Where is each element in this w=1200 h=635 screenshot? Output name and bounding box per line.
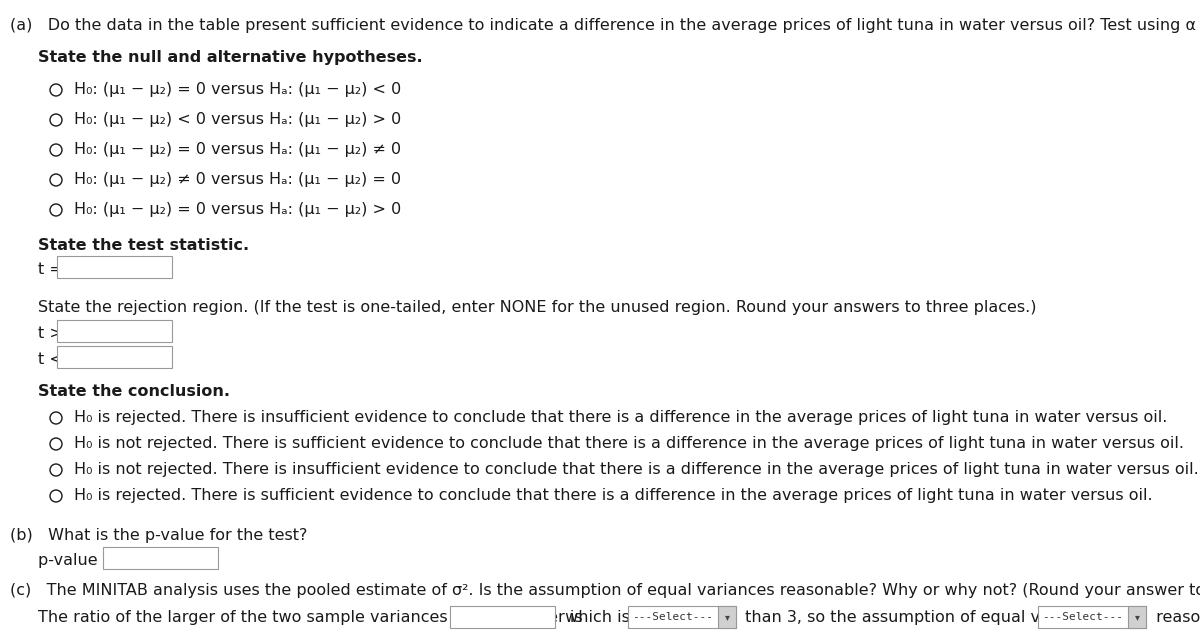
Text: State the conclusion.: State the conclusion. <box>38 384 230 399</box>
Text: The ratio of the larger of the two sample variances to the smaller is: The ratio of the larger of the two sampl… <box>38 610 583 625</box>
Bar <box>58 256 172 278</box>
Text: H₀: (μ₁ − μ₂) = 0 versus Hₐ: (μ₁ − μ₂) > 0: H₀: (μ₁ − μ₂) = 0 versus Hₐ: (μ₁ − μ₂) >… <box>74 202 401 217</box>
Bar <box>718 606 736 628</box>
Bar <box>103 547 218 569</box>
Text: ▾: ▾ <box>1134 612 1140 622</box>
Bar <box>628 606 736 628</box>
Bar <box>1128 606 1146 628</box>
Text: (a)   Do the data in the table present sufficient evidence to indicate a differe: (a) Do the data in the table present suf… <box>10 18 1200 33</box>
Text: H₀: (μ₁ − μ₂) = 0 versus Hₐ: (μ₁ − μ₂) ≠ 0: H₀: (μ₁ − μ₂) = 0 versus Hₐ: (μ₁ − μ₂) ≠… <box>74 142 401 157</box>
Text: t >: t > <box>38 326 68 341</box>
Text: ---Select---: ---Select--- <box>632 612 713 622</box>
Bar <box>450 606 554 628</box>
Text: H₀ is rejected. There is insufficient evidence to conclude that there is a diffe: H₀ is rejected. There is insufficient ev… <box>74 410 1168 425</box>
Text: ---Select---: ---Select--- <box>1042 612 1123 622</box>
Text: State the rejection region. (If the test is one-tailed, enter NONE for the unuse: State the rejection region. (If the test… <box>38 300 1037 315</box>
Text: which is: which is <box>560 610 630 625</box>
Bar <box>58 320 172 342</box>
Text: (b)   What is the p-value for the test?: (b) What is the p-value for the test? <box>10 528 307 543</box>
Text: State the test statistic.: State the test statistic. <box>38 238 250 253</box>
Text: H₀ is not rejected. There is insufficient evidence to conclude that there is a d: H₀ is not rejected. There is insufficien… <box>74 462 1199 477</box>
Text: t <: t < <box>38 352 68 367</box>
Text: t =: t = <box>38 262 68 277</box>
Bar <box>58 346 172 368</box>
Text: H₀: (μ₁ − μ₂) < 0 versus Hₐ: (μ₁ − μ₂) > 0: H₀: (μ₁ − μ₂) < 0 versus Hₐ: (μ₁ − μ₂) >… <box>74 112 401 127</box>
Text: than 3, so the assumption of equal variances: than 3, so the assumption of equal varia… <box>740 610 1108 625</box>
Text: p-value =: p-value = <box>38 553 121 568</box>
Text: H₀ is rejected. There is sufficient evidence to conclude that there is a differe: H₀ is rejected. There is sufficient evid… <box>74 488 1153 503</box>
Text: H₀: (μ₁ − μ₂) ≠ 0 versus Hₐ: (μ₁ − μ₂) = 0: H₀: (μ₁ − μ₂) ≠ 0 versus Hₐ: (μ₁ − μ₂) =… <box>74 172 401 187</box>
Text: State the null and alternative hypotheses.: State the null and alternative hypothese… <box>38 50 422 65</box>
Text: H₀: (μ₁ − μ₂) = 0 versus Hₐ: (μ₁ − μ₂) < 0: H₀: (μ₁ − μ₂) = 0 versus Hₐ: (μ₁ − μ₂) <… <box>74 82 401 97</box>
Text: (c)   The MINITAB analysis uses the pooled estimate of σ². Is the assumption of : (c) The MINITAB analysis uses the pooled… <box>10 583 1200 598</box>
Bar <box>1038 606 1146 628</box>
Text: ▾: ▾ <box>725 612 730 622</box>
Text: H₀ is not rejected. There is sufficient evidence to conclude that there is a dif: H₀ is not rejected. There is sufficient … <box>74 436 1184 451</box>
Text: reasonable.: reasonable. <box>1151 610 1200 625</box>
